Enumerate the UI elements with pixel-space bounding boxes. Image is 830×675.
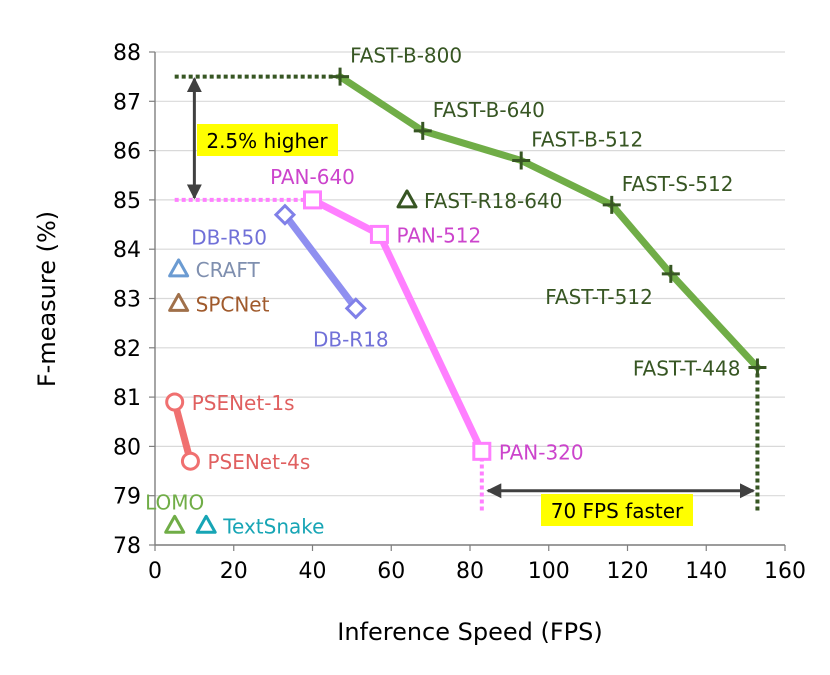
tick-label-x-80: 80 bbox=[456, 559, 484, 584]
label-spcnet: SPCNet bbox=[196, 292, 270, 316]
reference-lines bbox=[174, 74, 760, 511]
label-pan-512: PAN-512 bbox=[396, 223, 481, 247]
series-line-db bbox=[281, 211, 360, 312]
label-fast-t-512: FAST-T-512 bbox=[545, 285, 653, 309]
label-fast-b-512: FAST-B-512 bbox=[531, 127, 643, 151]
marker-fast-b-640 bbox=[413, 121, 432, 140]
marker-spcnet bbox=[168, 292, 190, 312]
marker-psenet-1s bbox=[165, 392, 185, 412]
label-db-r18: DB-R18 bbox=[313, 327, 389, 351]
x-axis-label: Inference Speed (FPS) bbox=[337, 618, 603, 646]
marker-craft bbox=[168, 258, 190, 278]
tick-label-y-81: 81 bbox=[113, 386, 141, 411]
label-pan-320: PAN-320 bbox=[499, 440, 584, 464]
marker-pan-640 bbox=[303, 190, 322, 210]
marker-fast-r18-640 bbox=[396, 189, 418, 209]
tick-label-x-160: 160 bbox=[764, 559, 806, 584]
series-line-psenet bbox=[171, 398, 194, 465]
marker-fast-b-512 bbox=[512, 151, 531, 170]
tick-label-y-78: 78 bbox=[113, 534, 141, 559]
tick-label-y-85: 85 bbox=[113, 189, 141, 214]
tick-label-y-80: 80 bbox=[113, 435, 141, 460]
tick-label-x-20: 20 bbox=[220, 559, 248, 584]
tick-label-x-140: 140 bbox=[685, 559, 727, 584]
tick-label-y-79: 79 bbox=[113, 485, 141, 510]
label-pan-640: PAN-640 bbox=[270, 165, 355, 189]
tick-label-x-120: 120 bbox=[607, 559, 649, 584]
tick-labels: 78 79 80 81 82 83 84 85 86 87 88 0 20 40 60 80 100 120 140… bbox=[113, 41, 806, 584]
y-axis-label: F-measure (%) bbox=[33, 211, 61, 387]
marker-db-r50 bbox=[273, 203, 297, 226]
label-fast-r18-640: FAST-R18-640 bbox=[424, 189, 562, 213]
tick-label-y-86: 86 bbox=[113, 140, 141, 165]
tick-label-x-0: 0 bbox=[148, 559, 162, 584]
marker-lomo bbox=[164, 514, 186, 534]
highlight-higher bbox=[197, 124, 338, 156]
label-craft: CRAFT bbox=[196, 258, 261, 282]
tick-label-x-60: 60 bbox=[377, 559, 405, 584]
label-fast-t-448: FAST-T-448 bbox=[633, 357, 741, 381]
tick-label-x-40: 40 bbox=[299, 559, 327, 584]
point-labels: FAST-B-800 FAST-B-640 FAST-B-512 FAST-S-512… bbox=[145, 44, 740, 539]
marker-db-r18 bbox=[344, 297, 367, 320]
annotation-faster: 70 FPS faster bbox=[551, 499, 684, 523]
series-line-fast bbox=[336, 73, 761, 372]
marker-fast-t-448 bbox=[748, 358, 767, 377]
axes bbox=[149, 51, 786, 551]
markers bbox=[164, 67, 767, 534]
highlight-faster bbox=[541, 494, 693, 526]
marker-textsnake bbox=[195, 514, 217, 534]
tick-label-y-84: 84 bbox=[113, 238, 141, 263]
annotations: 2.5% higher 70 FPS faster bbox=[186, 77, 755, 526]
tick-label-y-88: 88 bbox=[113, 41, 141, 66]
label-db-r50: DB-R50 bbox=[191, 226, 267, 250]
label-psenet-1s: PSENet-1s bbox=[192, 391, 295, 415]
tick-label-y-82: 82 bbox=[113, 337, 141, 362]
marker-psenet-4s bbox=[180, 451, 200, 471]
tick-label-y-83: 83 bbox=[113, 288, 141, 313]
label-fast-b-800: FAST-B-800 bbox=[350, 44, 462, 68]
marker-fast-b-800 bbox=[331, 67, 350, 86]
marker-pan-512 bbox=[369, 224, 389, 244]
label-psenet-4s: PSENet-4s bbox=[207, 450, 310, 474]
tick-label-x-100: 100 bbox=[528, 559, 570, 584]
annotation-higher: 2.5% higher bbox=[206, 129, 328, 153]
tick-label-y-87: 87 bbox=[113, 90, 141, 115]
label-lomo: LOMO bbox=[145, 490, 204, 514]
label-fast-b-640: FAST-B-640 bbox=[433, 98, 545, 122]
marker-fast-s-512 bbox=[602, 195, 621, 214]
marker-pan-320 bbox=[472, 441, 492, 461]
marker-fast-t-512 bbox=[661, 264, 680, 283]
label-textsnake: TextSnake bbox=[222, 514, 324, 538]
label-fast-s-512: FAST-S-512 bbox=[622, 172, 734, 196]
